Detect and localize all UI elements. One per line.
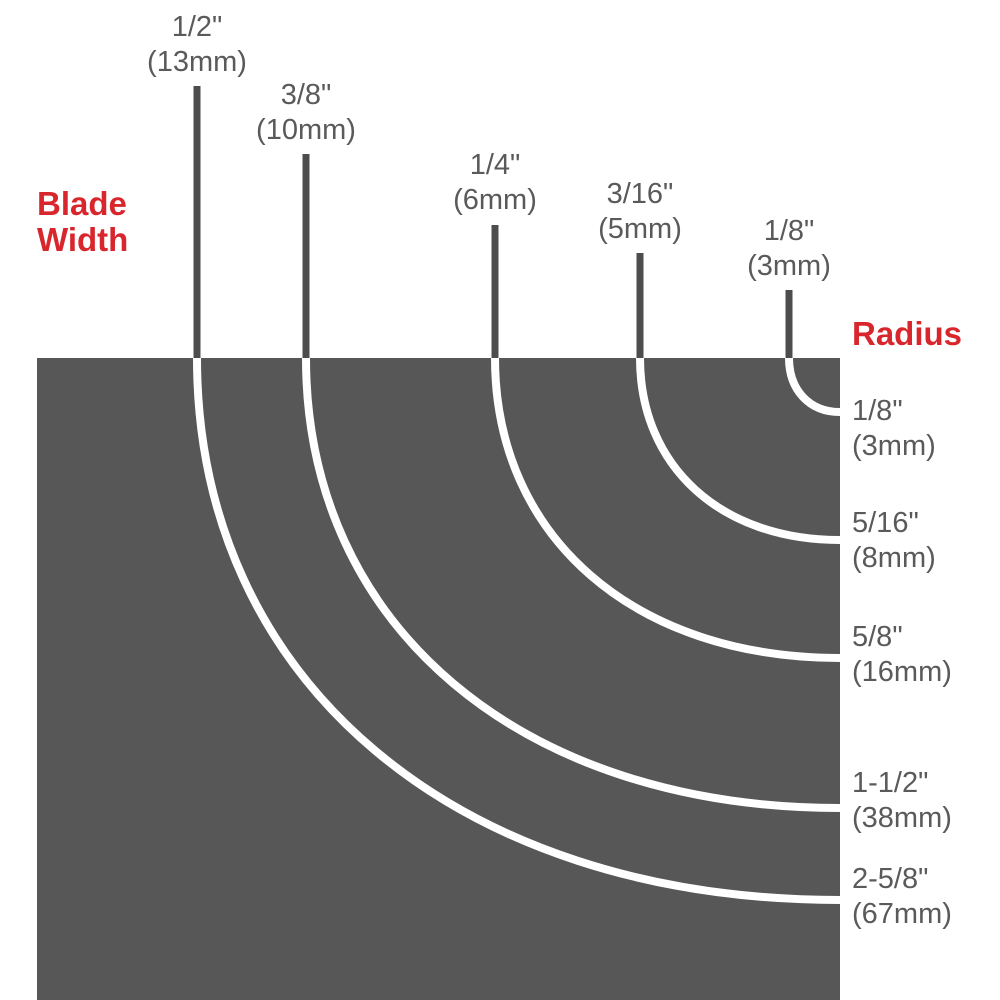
kerf-curve bbox=[785, 358, 840, 416]
radius-label-3: 5/8" (16mm) bbox=[852, 620, 952, 690]
radius-label-2: 5/16" (8mm) bbox=[852, 506, 936, 576]
blade-width-inches: 3/16" bbox=[606, 178, 674, 210]
blade-stem bbox=[193, 86, 201, 358]
kerf-curve bbox=[491, 358, 840, 662]
blade-width-inches: 1/8" bbox=[763, 215, 815, 247]
kerf-curve bbox=[302, 358, 840, 812]
radius-inches: 5/8" bbox=[852, 621, 903, 653]
blade-width-mm: (10mm) bbox=[256, 114, 356, 146]
blade-stem-group bbox=[193, 86, 793, 358]
radius-mm: (38mm) bbox=[852, 802, 952, 834]
radius-mm: (16mm) bbox=[852, 656, 952, 688]
radius-label-5: 2-5/8" (67mm) bbox=[852, 862, 952, 932]
blade-stem bbox=[302, 154, 310, 358]
blade-width-inches: 3/8" bbox=[280, 79, 332, 111]
kerf-curve bbox=[193, 358, 840, 904]
radius-heading-text: Radius bbox=[852, 315, 963, 352]
kerf-curve bbox=[636, 358, 840, 544]
kerf-curve-group bbox=[193, 358, 840, 904]
blade-width-label-1: 1/2" (13mm) bbox=[147, 10, 247, 80]
blade-width-heading-line2: Width bbox=[37, 221, 129, 258]
workpiece-block bbox=[37, 358, 840, 1000]
radius-inches: 1/8" bbox=[852, 395, 903, 427]
blade-width-heading-line1: Blade bbox=[37, 185, 127, 222]
radius-mm: (67mm) bbox=[852, 898, 952, 930]
blade-width-mm: (5mm) bbox=[598, 213, 682, 245]
radius-heading: Radius bbox=[852, 316, 962, 352]
radius-inches: 5/16" bbox=[852, 507, 919, 539]
blade-width-heading: Blade Width bbox=[37, 186, 128, 258]
blade-stem bbox=[491, 225, 499, 358]
blade-width-label-3: 1/4" (6mm) bbox=[453, 148, 537, 218]
blade-stem bbox=[785, 290, 793, 358]
radius-label-4: 1-1/2" (38mm) bbox=[852, 766, 952, 836]
blade-width-mm: (6mm) bbox=[453, 184, 537, 216]
radius-inches: 2-5/8" bbox=[852, 863, 929, 895]
blade-width-label-2: 3/8" (10mm) bbox=[256, 78, 356, 148]
blade-width-mm: (3mm) bbox=[747, 250, 831, 282]
blade-width-label-5: 1/8" (3mm) bbox=[747, 214, 831, 284]
radius-inches: 1-1/2" bbox=[852, 767, 929, 799]
blade-width-label-4: 3/16" (5mm) bbox=[598, 177, 682, 247]
blade-width-inches: 1/4" bbox=[469, 149, 521, 181]
radius-label-1: 1/8" (3mm) bbox=[852, 394, 936, 464]
radius-mm: (3mm) bbox=[852, 430, 936, 462]
radius-mm: (8mm) bbox=[852, 542, 936, 574]
blade-width-inches: 1/2" bbox=[171, 11, 223, 43]
blade-stem bbox=[636, 253, 644, 358]
blade-width-mm: (13mm) bbox=[147, 46, 247, 78]
